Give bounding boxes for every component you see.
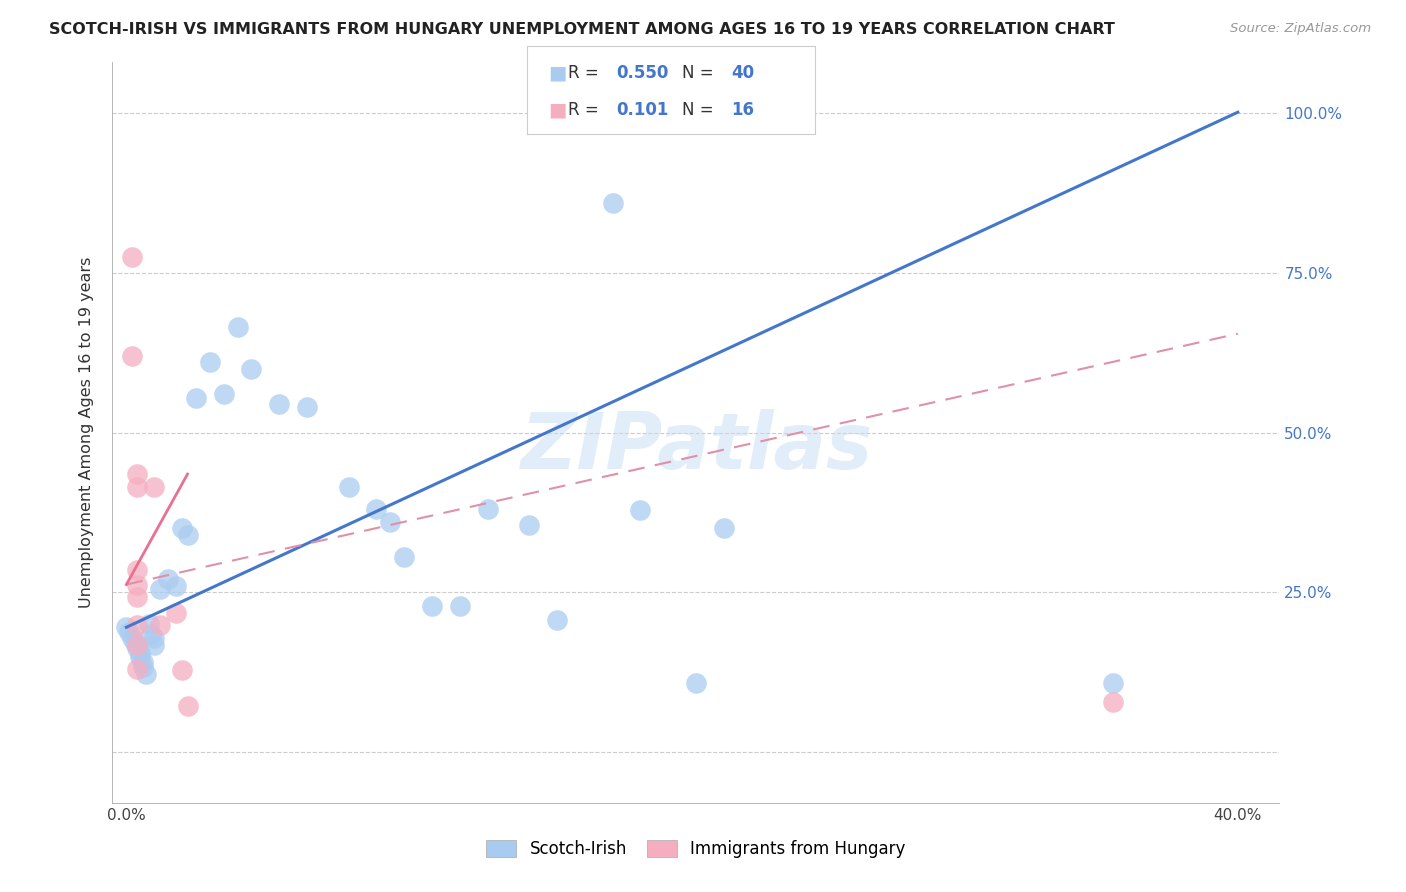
Point [269,397,291,411]
Point [127,563,149,577]
Point [394,550,416,565]
Point [127,641,149,656]
Y-axis label: Unemployment Among Ages 16 to 19 years: Unemployment Among Ages 16 to 19 years [79,257,94,608]
Point [127,591,149,605]
Text: 16: 16 [731,101,754,119]
Legend: Scotch-Irish, Immigrants from Hungary: Scotch-Irish, Immigrants from Hungary [479,833,912,865]
Point [628,503,651,517]
Point [165,606,187,620]
Point [127,618,149,632]
Point [212,387,235,401]
Point [1101,675,1123,690]
Point [366,502,388,516]
Text: R =: R = [568,101,599,119]
Text: N =: N = [682,101,713,119]
Point [477,502,499,516]
Point [380,515,402,529]
Text: ■: ■ [548,100,567,120]
Point [602,195,624,210]
Point [127,638,149,652]
Text: R =: R = [568,64,599,82]
Text: SCOTCH-IRISH VS IMMIGRANTS FROM HUNGARY UNEMPLOYMENT AMONG AGES 16 TO 19 YEARS C: SCOTCH-IRISH VS IMMIGRANTS FROM HUNGARY … [49,22,1115,37]
Point [713,521,735,535]
Text: Source: ZipAtlas.com: Source: ZipAtlas.com [1230,22,1371,36]
Point [157,573,180,587]
Point [129,650,152,665]
Point [115,620,138,634]
Point [337,480,360,494]
Point [143,480,166,494]
Point [121,250,143,264]
Point [143,638,166,652]
Point [685,675,707,690]
Point [121,631,143,645]
Point [184,391,207,405]
Point [420,599,443,614]
Point [141,626,163,640]
Point [127,577,149,591]
Point [546,613,568,627]
Point [118,624,141,639]
Point [121,349,143,363]
Point [127,662,149,676]
Text: ZIPatlas: ZIPatlas [520,409,872,485]
Point [127,467,149,482]
Text: 0.550: 0.550 [616,64,668,82]
Point [1101,695,1123,709]
Point [198,355,221,369]
Point [124,636,146,650]
Point [127,480,149,494]
Point [517,518,540,533]
Point [149,582,172,596]
Text: N =: N = [682,64,713,82]
Point [149,618,172,632]
Point [176,527,198,541]
Point [170,521,193,535]
Point [132,660,155,674]
Point [135,666,157,681]
Point [449,599,471,614]
Point [295,400,318,414]
Text: 40: 40 [731,64,754,82]
Point [143,631,166,645]
Point [129,646,152,660]
Point [176,698,198,713]
Point [132,656,155,670]
Point [165,579,187,593]
Text: ■: ■ [548,63,567,82]
Point [226,320,249,334]
Point [138,617,160,632]
Point [170,663,193,677]
Text: 0.101: 0.101 [616,101,668,119]
Point [240,361,263,376]
